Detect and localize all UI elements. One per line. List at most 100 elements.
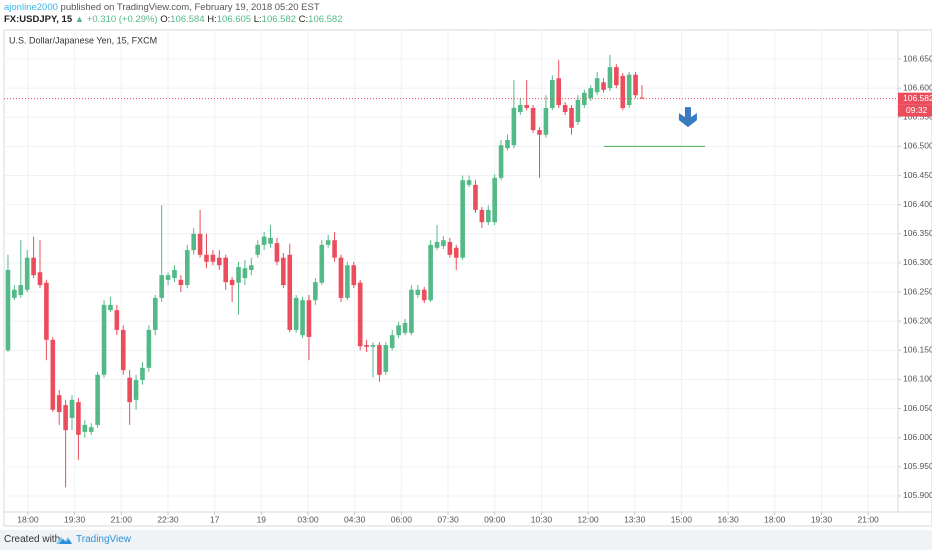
candle-body xyxy=(447,241,453,255)
y-tick-label: 106.150 xyxy=(903,345,932,355)
footer-brand[interactable]: TradingView xyxy=(76,534,132,545)
y-tick-label: 106.100 xyxy=(903,374,932,384)
candle-body xyxy=(249,265,254,270)
candle-body xyxy=(639,97,645,99)
x-tick-label: 22:30 xyxy=(157,514,179,524)
candle-body xyxy=(319,244,325,283)
candle-body xyxy=(24,257,30,290)
y-tick-label: 106.400 xyxy=(903,199,932,209)
countdown-box xyxy=(898,104,932,117)
candle-body xyxy=(229,279,235,286)
candle-body xyxy=(216,257,222,266)
header-line-1: ajonline2000 published on TradingView.co… xyxy=(4,2,343,14)
candle-body xyxy=(159,275,164,298)
chart-title: U.S. Dollar/Japanese Yen, 15, FXCM xyxy=(9,35,157,45)
quote-label: L: xyxy=(253,14,262,25)
x-tick-label: 19:30 xyxy=(64,514,86,524)
candle-body xyxy=(18,285,24,295)
candle-body xyxy=(492,177,497,223)
candle-body xyxy=(582,92,587,106)
candle-body xyxy=(511,107,517,146)
candle-body xyxy=(210,254,216,262)
candle-body xyxy=(620,75,626,108)
candle-body xyxy=(505,139,510,149)
candle-body xyxy=(44,282,49,340)
candle-body xyxy=(255,244,261,255)
candle-body xyxy=(479,209,485,223)
x-tick-label: 10:30 xyxy=(531,514,553,524)
candle-body xyxy=(409,289,414,333)
candle-body xyxy=(242,268,248,279)
x-tick-label: 15:00 xyxy=(671,514,693,524)
author[interactable]: ajonline2000 xyxy=(4,2,58,13)
candle-body xyxy=(517,105,523,113)
candle-body xyxy=(50,339,56,410)
candle-body xyxy=(614,67,619,86)
candle-body xyxy=(88,427,94,432)
candles xyxy=(5,54,645,488)
candle-body xyxy=(146,329,152,368)
candle-body xyxy=(268,237,273,244)
candle-body xyxy=(31,257,36,276)
y-tick-label: 106.000 xyxy=(903,432,932,442)
candle-body xyxy=(140,367,145,381)
candle-body xyxy=(550,79,555,108)
quote-value: 106.582 xyxy=(261,14,297,25)
candle-body xyxy=(120,329,126,371)
x-tick-label: 03:00 xyxy=(297,514,319,524)
footer: Created with TradingView xyxy=(0,530,932,550)
chart-frame xyxy=(3,29,932,527)
candle-body xyxy=(191,233,196,251)
candle-body xyxy=(364,345,369,347)
candle-body xyxy=(114,310,120,330)
candle-body xyxy=(261,236,267,245)
x-tick-label: 06:00 xyxy=(391,514,413,524)
candle-body xyxy=(338,257,344,298)
candle-body xyxy=(12,289,17,298)
countdown-label: 09:32 xyxy=(906,105,928,115)
quote-value: 106.582 xyxy=(308,14,343,25)
change: ▲ +0.310 (+0.29%) xyxy=(74,14,158,25)
x-tick-label: 21:00 xyxy=(858,514,880,524)
candle-body xyxy=(601,82,606,90)
y-tick-label: 106.500 xyxy=(903,141,932,151)
x-tick-label: 18:00 xyxy=(764,514,786,524)
candle-body xyxy=(178,279,184,286)
candle-body xyxy=(69,399,75,418)
candle-body xyxy=(633,74,638,96)
candle-body xyxy=(498,145,504,178)
candle-body xyxy=(466,180,472,185)
candle-body xyxy=(332,240,337,258)
candle-body xyxy=(370,345,376,347)
candle-body xyxy=(607,67,613,89)
candle-body xyxy=(389,335,395,348)
header: ajonline2000 published on TradingView.co… xyxy=(4,2,343,26)
x-tick-label: 19 xyxy=(257,514,267,524)
candle-body xyxy=(287,254,293,330)
candle-body xyxy=(300,300,305,336)
x-tick-label: 12:00 xyxy=(577,514,599,524)
y-tick-label: 106.600 xyxy=(903,82,932,92)
candle-body xyxy=(556,78,562,106)
x-tick-label: 17 xyxy=(210,514,220,524)
candle-body xyxy=(383,345,389,372)
candle-body xyxy=(434,241,440,248)
footer-text: Created with xyxy=(4,534,61,545)
candle-body xyxy=(82,424,88,432)
x-tick-label: 16:30 xyxy=(717,514,739,524)
candle-body xyxy=(325,240,331,245)
candle-body xyxy=(293,297,299,330)
candle-body xyxy=(537,130,542,135)
x-tick-label: 09:00 xyxy=(484,514,506,524)
candle-body xyxy=(204,254,209,262)
candle-body xyxy=(306,300,312,337)
arrow xyxy=(678,107,697,128)
candle-body xyxy=(562,105,568,113)
candle-body xyxy=(152,297,158,330)
candle-body xyxy=(485,209,491,223)
candle-body xyxy=(402,322,408,333)
candle-body xyxy=(415,289,421,295)
quote-label: C: xyxy=(298,14,309,25)
candle-body xyxy=(351,265,357,286)
candle-body xyxy=(184,250,190,286)
